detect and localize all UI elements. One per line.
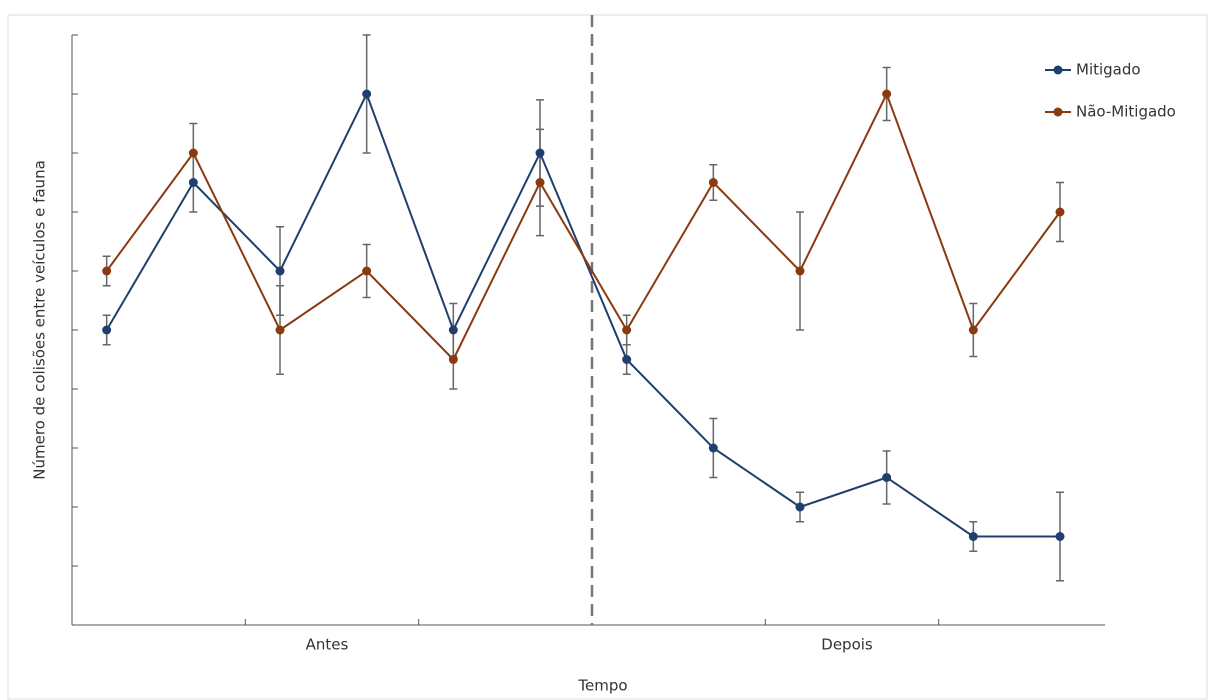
point [1055, 532, 1065, 541]
point [708, 443, 718, 453]
point [535, 148, 545, 158]
point [535, 178, 545, 187]
point [362, 266, 372, 276]
point [795, 502, 805, 512]
point [448, 325, 458, 335]
x-axis-label: Tempo [577, 677, 627, 695]
y-axis-label: Número de colisões entre veículos e faun… [31, 160, 49, 480]
series-line [105, 91, 1061, 362]
series-line [105, 91, 1060, 538]
point [622, 355, 632, 364]
point [882, 89, 892, 99]
point [362, 89, 372, 99]
point [968, 325, 978, 335]
legend-label: Mitigado [1076, 61, 1141, 79]
point [102, 325, 112, 335]
point [188, 178, 198, 187]
point [1055, 207, 1065, 217]
point [968, 532, 978, 541]
point [102, 266, 112, 276]
point [622, 325, 632, 335]
point [708, 178, 718, 187]
point [275, 266, 285, 276]
point [448, 355, 458, 364]
point [795, 266, 805, 276]
frame [7, 14, 1208, 700]
x-group-label: Depois [821, 636, 873, 654]
point [188, 148, 198, 158]
legend-marker [1053, 65, 1063, 75]
point [275, 325, 285, 335]
legend-marker [1053, 107, 1063, 117]
point [882, 473, 892, 482]
x-group-label: Antes [306, 636, 349, 654]
legend-label: Não-Mitigado [1076, 103, 1176, 121]
